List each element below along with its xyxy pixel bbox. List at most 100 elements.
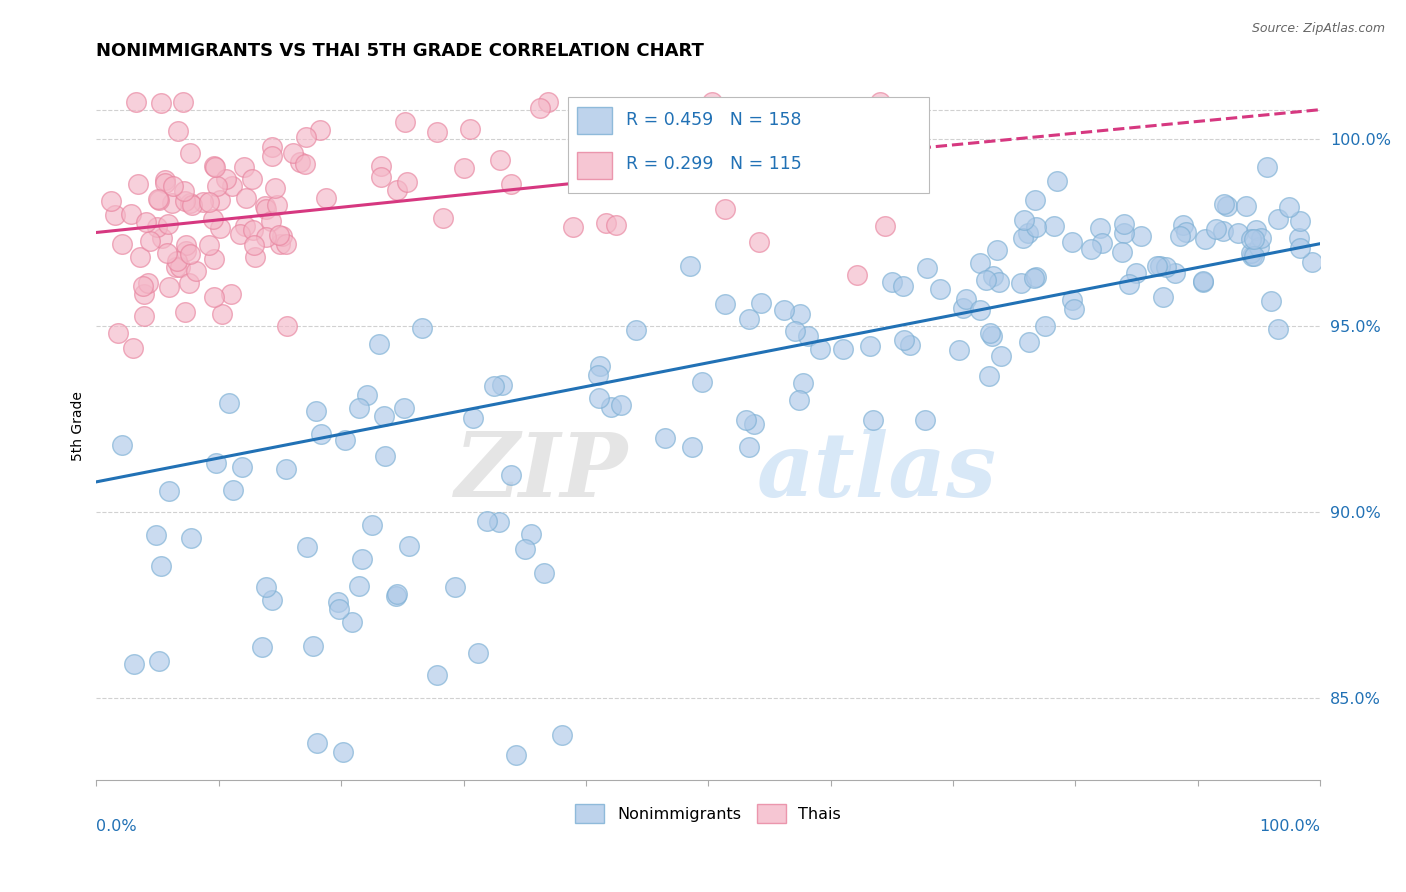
Point (491, 378, 513, 392)
Point (156, 246, 179, 260)
Point (605, 218, 627, 232)
Point (831, 152, 853, 166)
Point (385, 587, 408, 601)
Point (169, 260, 191, 274)
Point (443, 580, 465, 594)
Point (266, 197, 288, 211)
Point (1247, 240, 1270, 254)
Point (1168, 228, 1191, 243)
Point (361, 517, 384, 532)
Point (221, 178, 243, 193)
FancyBboxPatch shape (578, 152, 612, 178)
Point (1213, 197, 1236, 211)
Point (488, 153, 510, 167)
Point (515, 541, 537, 556)
Point (221, 286, 243, 301)
Point (122, 657, 145, 671)
Text: atlas: atlas (758, 429, 997, 516)
Point (1125, 266, 1147, 280)
Point (891, 278, 914, 293)
Point (332, 745, 354, 759)
Point (274, 237, 297, 252)
Point (1063, 302, 1085, 317)
Point (260, 149, 283, 163)
Point (980, 329, 1002, 343)
Point (305, 736, 328, 750)
Point (283, 145, 305, 160)
Point (789, 392, 811, 407)
Point (202, 290, 225, 304)
Point (1163, 266, 1185, 280)
Point (1250, 231, 1272, 245)
Point (1012, 213, 1035, 227)
Point (735, 413, 758, 427)
Point (162, 179, 184, 194)
Point (467, 646, 489, 660)
Point (235, 191, 257, 205)
Text: R = 0.459   N = 158: R = 0.459 N = 158 (626, 111, 801, 128)
Point (738, 312, 761, 326)
Point (690, 375, 713, 389)
Point (231, 459, 253, 474)
Point (1240, 249, 1263, 263)
Point (1289, 213, 1312, 227)
Point (785, 324, 807, 338)
Point (1022, 271, 1045, 285)
Point (952, 301, 974, 315)
Point (1243, 250, 1265, 264)
Point (180, 531, 202, 545)
Point (869, 95, 891, 110)
Point (309, 122, 332, 136)
Point (749, 296, 772, 310)
FancyBboxPatch shape (578, 107, 612, 134)
Point (111, 237, 134, 252)
Point (157, 483, 180, 498)
Point (1192, 274, 1215, 288)
Point (262, 592, 284, 607)
Point (288, 155, 311, 169)
Point (135, 214, 157, 228)
Point (845, 268, 868, 283)
Point (146, 192, 169, 206)
Point (148, 654, 170, 668)
Point (832, 342, 855, 356)
Point (1129, 229, 1152, 244)
Point (179, 145, 201, 160)
Point (1256, 161, 1278, 175)
Point (505, 747, 527, 762)
Point (204, 456, 226, 470)
Text: R = 0.299   N = 115: R = 0.299 N = 115 (626, 155, 801, 173)
Point (204, 160, 226, 174)
Point (1216, 199, 1239, 213)
Point (305, 404, 328, 418)
Point (233, 219, 256, 234)
Point (202, 212, 225, 227)
Point (969, 256, 991, 270)
Point (914, 413, 936, 427)
Point (385, 858, 408, 872)
Point (191, 195, 214, 210)
Point (654, 431, 676, 445)
Point (173, 305, 195, 319)
Point (260, 213, 283, 227)
Point (295, 540, 318, 554)
Point (328, 601, 350, 615)
Point (385, 183, 408, 197)
Point (800, 113, 823, 128)
Point (205, 179, 228, 194)
Point (209, 193, 232, 207)
Point (859, 339, 882, 353)
Point (146, 219, 169, 234)
Point (179, 276, 201, 290)
Point (202, 252, 225, 266)
Point (1260, 294, 1282, 309)
Point (328, 594, 350, 608)
Legend: Nonimmigrants, Thais: Nonimmigrants, Thais (569, 797, 848, 830)
Point (1194, 232, 1216, 246)
Point (499, 177, 522, 191)
Point (398, 539, 420, 553)
Point (1234, 199, 1257, 213)
Point (1060, 293, 1083, 308)
Point (1152, 290, 1174, 304)
Point (394, 114, 416, 128)
